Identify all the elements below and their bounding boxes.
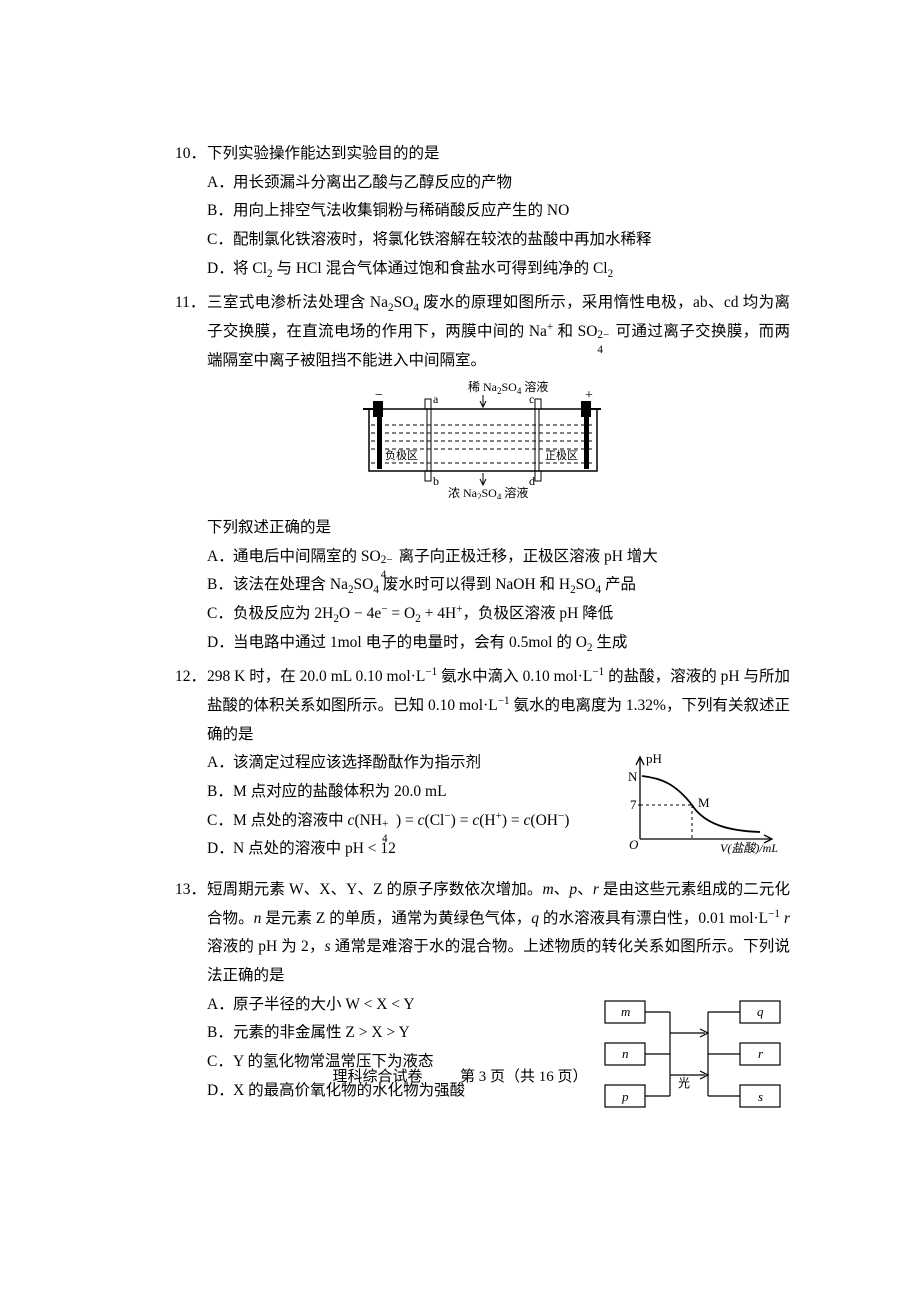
question-12: 12． 298 K 时，在 20.0 mL 0.10 mol·L−1 氨水中滴入… [175, 663, 790, 870]
svg-text:−: − [375, 388, 383, 403]
svg-text:pH: pH [646, 751, 662, 766]
opt-letter: D． [207, 835, 233, 864]
q13-number: 13． [175, 876, 207, 905]
svg-text:浓 Na2SO4 溶液: 浓 Na2SO4 溶液 [448, 485, 528, 499]
svg-text:O: O [629, 837, 639, 852]
opt-letter: C． [207, 807, 233, 836]
svg-text:+: + [585, 388, 593, 403]
q12-D: N 点处的溶液中 pH < 12 [233, 835, 610, 864]
svg-text:m: m [621, 1004, 630, 1019]
svg-text:b: b [433, 474, 439, 488]
q10-B: 用向上排空气法收集铜粉与稀硝酸反应产生的 NO [233, 197, 790, 226]
q10-C: 配制氯化铁溶液时，将氯化铁溶解在较浓的盐酸中再加水稀释 [233, 226, 790, 255]
opt-letter: A． [207, 543, 233, 572]
svg-text:d: d [529, 474, 535, 488]
question-11: 11． 三室式电渗析法处理含 Na2SO4 废水的原理如图所示，采用惰性电极，a… [175, 289, 790, 657]
svg-text:a: a [433, 392, 439, 406]
footer-left: 理科综合试卷 [332, 1069, 422, 1085]
svg-text:正极区: 正极区 [545, 448, 578, 462]
q12-number: 12． [175, 663, 207, 692]
exam-page: 10． 下列实验操作能达到实验目的的是 A．用长颈漏斗分离出乙酸与乙醇反应的产物… [0, 0, 920, 1302]
question-10: 10． 下列实验操作能达到实验目的的是 A．用长颈漏斗分离出乙酸与乙醇反应的产物… [175, 140, 790, 283]
opt-letter: B． [207, 571, 233, 600]
q11-D: 当电路中通过 1mol 电子的电量时，会有 0.5mol 的 O2 生成 [233, 629, 790, 658]
question-13: 13． 短周期元素 W、X、Y、Z 的原子序数依次增加。m、p、r 是由这些元素… [175, 876, 790, 1131]
q10-A: 用长颈漏斗分离出乙酸与乙醇反应的产物 [233, 169, 790, 198]
opt-letter: B． [207, 197, 233, 226]
q12-C: M 点处的溶液中 c(NH+4) = c(Cl−) = c(H+) = c(OH… [233, 807, 610, 836]
q13-B: 元素的非金属性 Z > X > Y [233, 1019, 590, 1048]
q13-diagram: m n p q r s [600, 991, 790, 1132]
opt-letter: D． [207, 255, 233, 284]
opt-letter: C． [207, 600, 233, 629]
svg-text:q: q [757, 1004, 764, 1019]
opt-letter: D． [207, 629, 233, 658]
svg-text:7: 7 [630, 797, 637, 812]
footer-right: 第 3 页（共 16 页） [460, 1069, 588, 1085]
q11-continued: 下列叙述正确的是 [207, 514, 790, 543]
svg-text:M: M [698, 795, 710, 810]
opt-letter: B． [207, 778, 233, 807]
q11-diagram: 稀 Na2SO4 溶液 − + a c [175, 379, 790, 510]
q13-A: 原子半径的大小 W < X < Y [233, 991, 590, 1020]
q11-number: 11． [175, 289, 207, 318]
svg-text:c: c [529, 392, 534, 406]
q12-A: 该滴定过程应该选择酚酞作为指示剂 [233, 749, 610, 778]
svg-text:r: r [758, 1046, 764, 1061]
svg-text:N: N [628, 769, 638, 784]
q11-B: 该法在处理含 Na2SO4 废水时可以得到 NaOH 和 H2SO4 产品 [233, 571, 790, 600]
opt-letter: B． [207, 1019, 233, 1048]
svg-text:稀 Na2SO4 溶液: 稀 Na2SO4 溶液 [468, 379, 548, 396]
page-footer: 理科综合试卷 第 3 页（共 16 页） [0, 1064, 920, 1092]
q10-stem: 下列实验操作能达到实验目的的是 [207, 140, 790, 169]
svg-text:V(盐酸)/mL: V(盐酸)/mL [720, 841, 778, 855]
q11-stem: 三室式电渗析法处理含 Na2SO4 废水的原理如图所示，采用惰性电极，ab、cd… [207, 289, 790, 375]
q11-C: 负极反应为 2H2O − 4e− = O2 + 4H+，负极区溶液 pH 降低 [233, 600, 790, 629]
opt-letter: A． [207, 991, 233, 1020]
svg-text:负极区: 负极区 [385, 448, 418, 462]
q10-D: 将 Cl2 与 HCl 混合气体通过饱和食盐水可得到纯净的 Cl2 [233, 255, 790, 284]
q10-number: 10． [175, 140, 207, 169]
q11-A: 通电后中间隔室的 SO2−4 离子向正极迁移，正极区溶液 pH 增大 [233, 543, 790, 572]
opt-letter: C． [207, 226, 233, 255]
q12-stem: 298 K 时，在 20.0 mL 0.10 mol·L−1 氨水中滴入 0.1… [207, 663, 790, 749]
opt-letter: A． [207, 169, 233, 198]
q12-B: M 点对应的盐酸体积为 20.0 mL [233, 778, 610, 807]
q13-stem: 短周期元素 W、X、Y、Z 的原子序数依次增加。m、p、r 是由这些元素组成的二… [207, 876, 790, 991]
q12-graph: pH N 7 O V(盐酸)/mL M [620, 749, 790, 870]
opt-letter: A． [207, 749, 233, 778]
svg-text:n: n [622, 1046, 629, 1061]
